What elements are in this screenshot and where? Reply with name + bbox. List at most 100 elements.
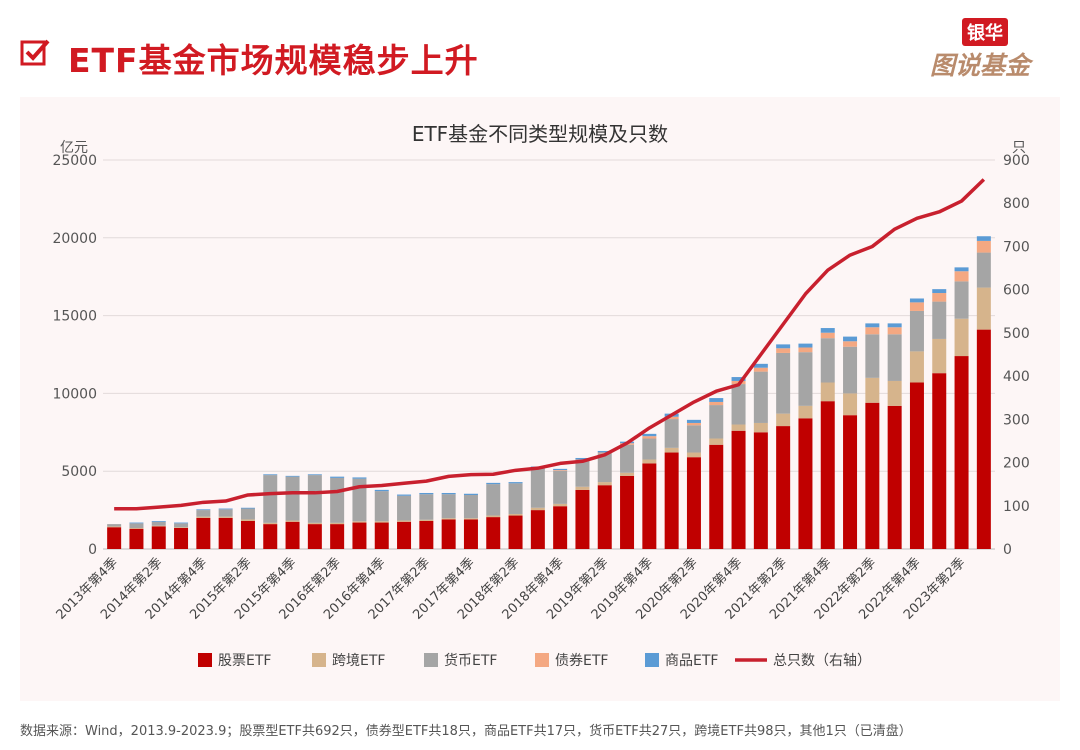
bar-money <box>820 338 835 383</box>
bar-cross <box>620 472 635 476</box>
bar-commodity <box>932 289 947 294</box>
y2-tick-label: 400 <box>1003 369 1030 385</box>
y2-tick-label: 900 <box>1003 153 1030 169</box>
bar-money <box>642 438 657 460</box>
y-tick-label: 5000 <box>61 464 97 480</box>
bar-commodity <box>887 323 902 328</box>
bar-bond <box>954 271 969 282</box>
bar-commodity <box>597 450 612 453</box>
bar-cross <box>575 486 590 490</box>
bar-commodity <box>218 508 233 510</box>
bar-cross <box>976 287 991 330</box>
checkbox-icon <box>20 39 50 66</box>
bar-stock <box>419 520 434 549</box>
bar-stock <box>441 519 456 549</box>
bar-commodity <box>976 236 991 241</box>
bar-commodity <box>196 509 211 511</box>
bar-cross <box>664 447 679 453</box>
bar-money <box>753 371 768 423</box>
legend-label: 商品ETF <box>665 653 718 669</box>
bar-bond <box>843 341 858 347</box>
bar-cross <box>307 522 322 525</box>
legend-label: 股票ETF <box>218 653 271 669</box>
y2-tick-label: 100 <box>1003 499 1030 515</box>
bar-stock <box>553 506 568 549</box>
bar-commodity <box>575 457 590 460</box>
bar-money <box>374 491 389 522</box>
bar-bond <box>553 470 568 471</box>
bar-cross <box>642 459 657 464</box>
bar-cross <box>553 503 568 507</box>
bar-cross <box>954 318 969 357</box>
bar-commodity <box>553 468 568 471</box>
bar-cross <box>709 438 724 445</box>
bar-stock <box>642 463 657 549</box>
y2-tick-label: 300 <box>1003 412 1030 428</box>
bar-commodity <box>240 507 255 509</box>
bar-commodity <box>843 336 858 342</box>
bar-money <box>107 524 122 527</box>
chart-panel <box>20 97 1060 701</box>
bar-commodity <box>709 398 724 402</box>
bar-bond <box>709 401 724 406</box>
bar-money <box>664 419 679 448</box>
bar-cross <box>352 521 367 523</box>
bar-bond <box>887 327 902 335</box>
bar-stock <box>174 527 189 549</box>
bar-money <box>129 523 144 528</box>
legend-swatch-cross <box>312 653 326 667</box>
bar-bond <box>865 327 880 335</box>
bar-stock <box>932 373 947 549</box>
bar-cross <box>686 452 701 458</box>
bar-stock <box>887 405 902 549</box>
bar-cross <box>776 413 791 427</box>
bar-bond <box>664 416 679 420</box>
bar-commodity <box>374 489 389 492</box>
bar-bond <box>798 347 813 353</box>
legend-swatch-money <box>424 653 438 667</box>
bar-money <box>218 509 233 517</box>
bar-money <box>352 478 367 522</box>
data-source-note: 数据来源：Wind，2013.9-2023.9；股票型ETF共692只，债券型E… <box>20 724 912 739</box>
bar-stock <box>486 517 501 549</box>
bar-cross <box>196 516 211 518</box>
bar-commodity <box>330 476 345 478</box>
bar-stock <box>352 522 367 549</box>
bar-commodity <box>441 492 456 495</box>
bar-cross <box>843 393 858 416</box>
bar-cross <box>820 382 835 402</box>
bar-cross <box>374 521 389 523</box>
bar-cross <box>441 518 456 520</box>
bar-cross <box>865 377 880 403</box>
bar-stock <box>285 521 300 549</box>
y-tick-label: 15000 <box>52 309 97 325</box>
bar-commodity <box>486 482 501 485</box>
bar-cross <box>932 338 947 374</box>
bar-commodity <box>307 474 322 476</box>
legend-label: 债券ETF <box>555 653 608 669</box>
page-title: ETF基金市场规模稳步上升 <box>68 41 479 80</box>
bar-money <box>932 301 947 339</box>
bar-stock <box>954 356 969 549</box>
y2-tick-label: 500 <box>1003 326 1030 342</box>
bar-commodity <box>285 475 300 477</box>
bar-stock <box>218 517 233 549</box>
bar-cross <box>731 424 746 431</box>
legend-swatch-commodity <box>645 653 659 667</box>
bar-stock <box>397 521 412 549</box>
bar-money <box>709 405 724 439</box>
bar-bond <box>820 332 835 339</box>
y2-axis-label: 只 <box>1012 140 1026 156</box>
bar-money <box>240 508 255 520</box>
y-tick-label: 0 <box>88 542 97 558</box>
bar-cross <box>218 516 233 518</box>
bar-money <box>263 475 278 523</box>
bar-cross <box>508 513 523 516</box>
bar-stock <box>129 528 144 549</box>
bar-money <box>776 352 791 414</box>
bar-commodity <box>508 482 523 484</box>
y-tick-label: 25000 <box>52 153 97 169</box>
bar-commodity <box>419 492 434 495</box>
bar-commodity <box>129 522 144 524</box>
y-axis-label: 亿元 <box>60 140 88 156</box>
